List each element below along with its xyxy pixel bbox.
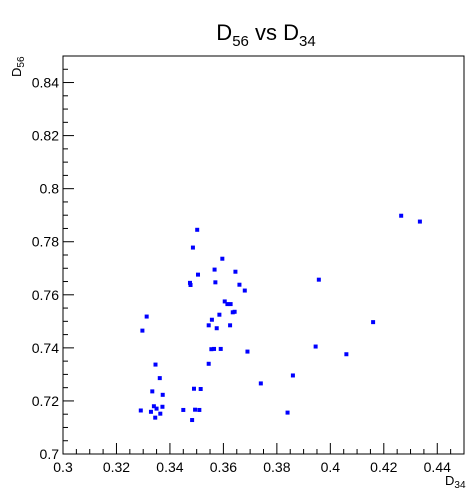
data-point xyxy=(225,302,230,307)
data-point xyxy=(154,406,159,411)
data-point xyxy=(181,407,186,412)
data-point xyxy=(222,299,227,304)
data-point xyxy=(188,282,193,287)
data-point xyxy=(190,245,195,250)
data-point xyxy=(417,219,422,224)
data-point xyxy=(206,323,211,328)
x-tick-label: 0.3 xyxy=(53,459,73,475)
data-point xyxy=(140,328,145,333)
x-tick-label: 0.4 xyxy=(321,459,341,475)
data-point xyxy=(217,312,222,317)
y-axis-ticks: 0.7 0.72 0.74 0.76 0.78 0.8 0.82 0.84 xyxy=(32,55,74,462)
data-point xyxy=(195,227,200,232)
chart-title-mid: vs D xyxy=(249,20,299,45)
x-tick-label: 0.38 xyxy=(263,459,290,475)
y-tick-label: 0.7 xyxy=(40,446,60,462)
plot-frame xyxy=(62,55,465,455)
data-point xyxy=(313,344,318,349)
data-point xyxy=(158,411,163,416)
data-point xyxy=(209,347,214,352)
data-point xyxy=(371,320,376,325)
data-point xyxy=(144,314,149,319)
data-point xyxy=(209,317,214,322)
data-point xyxy=(151,404,156,409)
data-point xyxy=(228,323,233,328)
data-point xyxy=(214,326,219,331)
data-point xyxy=(191,386,196,391)
data-point xyxy=(148,409,153,414)
x-tick-label: 0.34 xyxy=(156,459,183,475)
data-point xyxy=(220,256,225,261)
x-tick-label: 0.44 xyxy=(424,459,451,475)
y-tick-label: 0.84 xyxy=(32,75,59,91)
data-point xyxy=(197,407,202,412)
y-axis-label: D56 xyxy=(9,56,27,77)
x-tick-label: 0.32 xyxy=(103,459,130,475)
data-points xyxy=(138,213,422,423)
y-tick-label: 0.74 xyxy=(32,340,59,356)
data-point xyxy=(157,376,162,381)
x-axis-label-base: D xyxy=(445,473,454,488)
data-point xyxy=(399,213,404,218)
x-axis-label-sub: 34 xyxy=(454,480,466,489)
data-point xyxy=(193,407,198,412)
data-point xyxy=(245,349,250,354)
data-point xyxy=(316,277,321,282)
data-point xyxy=(228,302,233,307)
data-point xyxy=(153,415,158,420)
data-point xyxy=(187,280,192,285)
data-point xyxy=(150,389,155,394)
data-point xyxy=(232,309,237,314)
x-tick-label: 0.42 xyxy=(370,459,397,475)
data-point xyxy=(237,282,242,287)
data-point xyxy=(196,272,201,277)
chart-title-base: D xyxy=(216,20,232,45)
data-point xyxy=(190,418,195,423)
x-axis-ticks: 0.3 0.32 0.34 0.36 0.38 0.4 0.42 0.44 xyxy=(53,443,465,475)
x-tick-label: 0.36 xyxy=(210,459,237,475)
data-point xyxy=(285,410,290,415)
data-point xyxy=(160,392,165,397)
y-tick-label: 0.8 xyxy=(40,181,60,197)
data-point xyxy=(198,386,203,391)
data-point xyxy=(212,267,217,272)
data-point xyxy=(242,288,247,293)
data-point xyxy=(160,404,165,409)
data-point xyxy=(138,408,143,413)
chart-title: D56 vs D34 xyxy=(216,20,315,50)
chart-title-sub1: 56 xyxy=(232,33,249,50)
data-point xyxy=(213,280,218,285)
data-point xyxy=(153,362,158,367)
x-axis-label: D34 xyxy=(445,473,466,489)
data-point xyxy=(212,346,217,351)
data-point xyxy=(290,373,295,378)
y-axis-label-base: D xyxy=(9,68,24,77)
y-tick-label: 0.82 xyxy=(32,128,59,144)
y-tick-label: 0.78 xyxy=(32,234,59,250)
data-point xyxy=(233,269,238,274)
y-tick-label: 0.76 xyxy=(32,287,59,303)
chart-title-sub2: 34 xyxy=(299,33,316,50)
data-point xyxy=(344,352,349,357)
data-point xyxy=(206,361,211,366)
y-tick-label: 0.72 xyxy=(32,393,59,409)
data-point xyxy=(258,381,263,386)
data-point xyxy=(218,346,223,351)
y-axis-label-sub: 56 xyxy=(16,56,27,68)
